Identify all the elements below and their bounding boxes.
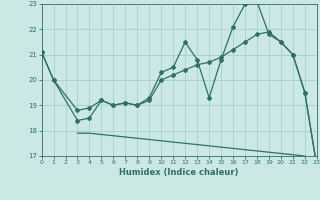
X-axis label: Humidex (Indice chaleur): Humidex (Indice chaleur)	[119, 168, 239, 177]
